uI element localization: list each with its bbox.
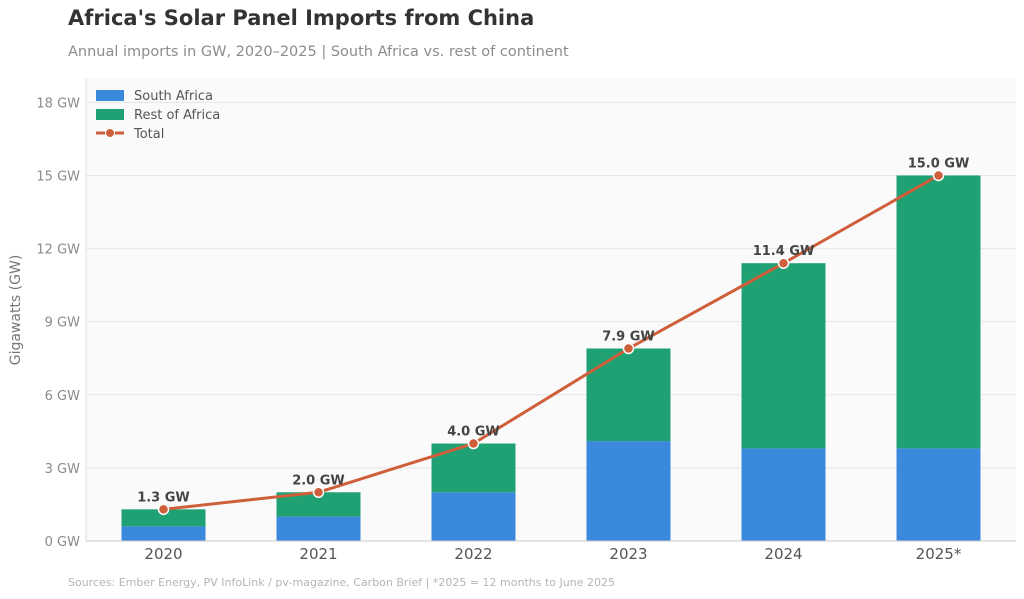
bar-rest-of-africa [896, 175, 981, 449]
y-tick-label: 18 GW [36, 96, 80, 111]
legend-swatch [96, 90, 124, 101]
x-category-label: 2020 [144, 545, 182, 563]
bar-rest-of-africa [121, 509, 206, 527]
legend-label: Rest of Africa [134, 108, 220, 123]
bars [121, 175, 981, 541]
data-label: 15.0 GW [908, 156, 970, 171]
y-axis-label: Gigawatts (GW) [8, 255, 24, 366]
total-point [932, 169, 945, 182]
total-line [157, 169, 945, 516]
data-label: 4.0 GW [447, 425, 500, 440]
total-line-path [163, 174, 940, 511]
y-axis-ticks: 0 GW 3 GW 6 GW 9 GW 12 GW 15 GW 18 GW [36, 96, 80, 550]
chart-subtitle: Annual imports in GW, 2020–2025 | South … [68, 44, 569, 60]
x-category-label: 2023 [609, 545, 647, 563]
bar-south-africa [896, 448, 981, 541]
source-note: Sources: Ember Energy, PV InfoLink / pv-… [68, 576, 615, 589]
data-label: 1.3 GW [137, 490, 190, 505]
x-category-label: 2024 [764, 545, 802, 563]
y-tick-label: 6 GW [45, 389, 80, 404]
bar-rest-of-africa [741, 263, 826, 449]
x-category-label: 2022 [454, 545, 492, 563]
legend-marker [105, 128, 115, 138]
data-label: 2.0 GW [292, 473, 345, 488]
y-tick-label: 3 GW [45, 462, 80, 477]
bar-rest-of-africa [431, 443, 516, 493]
total-point [312, 486, 325, 499]
chart-title: Africa's Solar Panel Imports from China [68, 6, 535, 30]
x-axis-categories: 2020 2021 2022 2023 2024 2025* [144, 545, 961, 563]
bar-south-africa [586, 441, 671, 541]
y-tick-label: 0 GW [45, 535, 80, 550]
bar-south-africa [741, 448, 826, 541]
plot-background [86, 78, 1016, 542]
legend-swatch [96, 109, 124, 120]
data-label: 7.9 GW [602, 329, 655, 344]
y-tick-label: 12 GW [36, 243, 80, 258]
legend-label: Total [133, 127, 164, 142]
total-point [467, 437, 480, 450]
total-point [777, 257, 790, 269]
bar-south-africa [276, 516, 361, 541]
bar-south-africa [431, 492, 516, 541]
bar-rest-of-africa [586, 348, 671, 442]
data-labels: 1.3 GW 2.0 GW 4.0 GW 7.9 GW 11.4 GW 15.0 GW [137, 156, 969, 505]
total-point [622, 342, 635, 355]
x-category-label: 2021 [299, 545, 337, 563]
legend-label: South Africa [134, 89, 213, 104]
y-tick-label: 15 GW [36, 169, 80, 184]
legend: South Africa Rest of Africa Total [96, 89, 220, 142]
total-point [157, 503, 170, 516]
bar-south-africa [121, 526, 206, 541]
x-category-label: 2025* [916, 545, 962, 563]
data-label: 11.4 GW [753, 244, 815, 259]
y-tick-label: 9 GW [45, 316, 80, 331]
